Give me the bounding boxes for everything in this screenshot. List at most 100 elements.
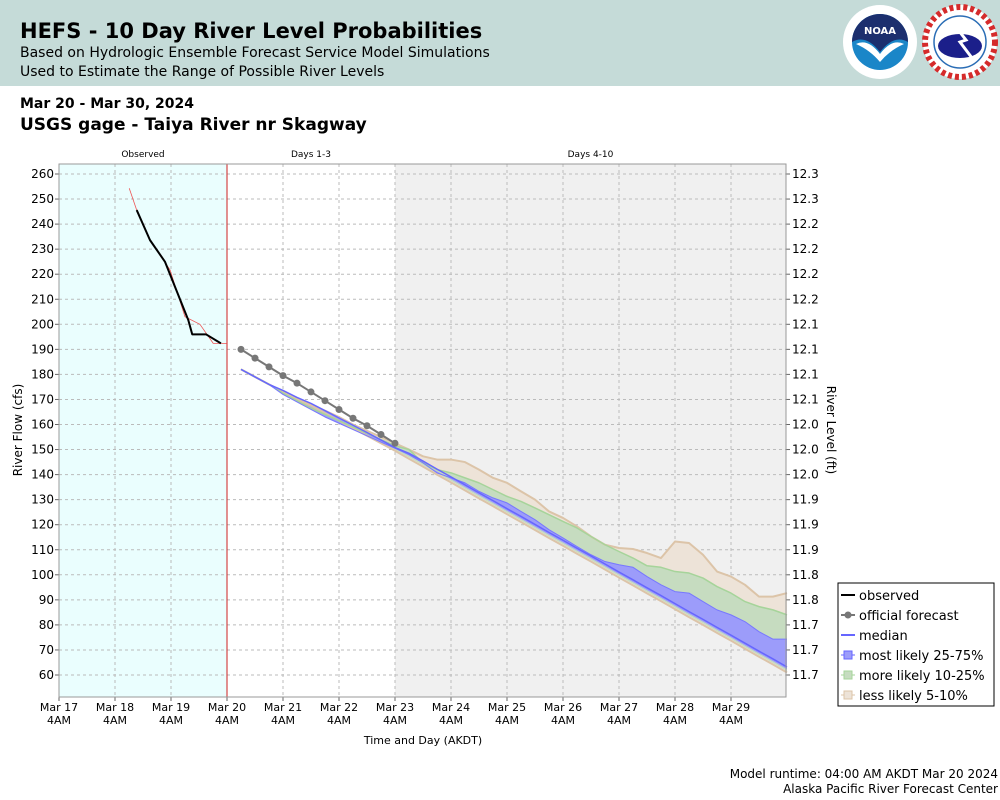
official-forecast-point <box>251 354 259 362</box>
y-axis-right-label: River Level (ft) <box>824 386 838 474</box>
legend: observed official forecast median most like… <box>837 582 995 707</box>
x-tick-day: Mar 18 <box>96 701 134 714</box>
y-tick-label-right: 11.8 <box>792 593 819 607</box>
y-tick-label-right: 12.3 <box>792 192 819 206</box>
y-tick-label: 180 <box>31 367 54 381</box>
y-tick-label-right: 12.1 <box>792 317 819 331</box>
legend-swatch-official-dot <box>844 611 852 619</box>
y-tick-label-right: 12.1 <box>792 367 819 381</box>
y-tick-label-right: 12.1 <box>792 392 819 406</box>
y-tick-label-right: 11.7 <box>792 643 819 657</box>
y-tick-label: 70 <box>39 643 54 657</box>
x-tick-day: Mar 20 <box>208 701 246 714</box>
y-tick-label: 80 <box>39 618 54 632</box>
y-tick-label-right: 11.9 <box>792 543 819 557</box>
y-tick-label: 110 <box>31 543 54 557</box>
subtitle-line-2: Used to Estimate the Range of Possible R… <box>20 64 385 80</box>
official-forecast-point <box>307 388 315 396</box>
line-p90 <box>240 368 788 616</box>
y-tick-label-right: 12.2 <box>792 267 819 281</box>
x-tick-time: 4AM <box>103 714 127 727</box>
y-tick-label-right: 12.0 <box>792 443 819 457</box>
y-tick-label-right: 12.3 <box>792 167 819 181</box>
y-tick-label: 230 <box>31 242 54 256</box>
y-tick-label-right: 11.7 <box>792 618 819 632</box>
legend-swatch-box <box>843 670 853 680</box>
legend-label: more likely 10-25% <box>859 669 985 684</box>
svg-text:NOAA: NOAA <box>864 26 896 37</box>
y-tick-label-right: 11.9 <box>792 493 819 507</box>
y-tick-label-right: 12.2 <box>792 242 819 256</box>
noaa-logo: NOAA <box>843 5 917 79</box>
x-tick-time: 4AM <box>47 714 71 727</box>
y-tick-label-right: 12.2 <box>792 217 819 231</box>
official-forecast-point <box>377 431 385 439</box>
x-axis-label: Time and Day (AKDT) <box>363 734 482 747</box>
y-tick-label: 190 <box>31 342 54 356</box>
y-tick-label-right: 12.1 <box>792 342 819 356</box>
legend-label: most likely 25-75% <box>859 649 983 664</box>
x-tick-day: Mar 23 <box>376 701 414 714</box>
official-forecast-point <box>349 414 357 422</box>
legend-label: less likely 5-10% <box>859 689 968 704</box>
y-tick-label: 150 <box>31 443 54 457</box>
x-tick-day: Mar 28 <box>656 701 694 714</box>
section-label: Days 1-3 <box>291 150 331 160</box>
x-tick-time: 4AM <box>439 714 463 727</box>
y-tick-label: 120 <box>31 518 54 532</box>
official-forecast-point <box>237 345 245 353</box>
y-tick-label-right: 12.0 <box>792 418 819 432</box>
x-tick-day: Mar 24 <box>432 701 470 714</box>
official-forecast-point <box>293 379 301 387</box>
x-tick-time: 4AM <box>719 714 743 727</box>
subtitle-line-1: Based on Hydrologic Ensemble Forecast Se… <box>20 45 490 61</box>
y-tick-label: 240 <box>31 217 54 231</box>
y-tick-label: 260 <box>31 167 54 181</box>
page-header: HEFS - 10 Day River Level Probabilities … <box>0 0 1000 86</box>
plot-border <box>58 163 787 698</box>
x-tick-time: 4AM <box>495 714 519 727</box>
y-tick-label: 60 <box>39 668 54 682</box>
section-label: Observed <box>121 150 164 160</box>
x-tick-time: 4AM <box>663 714 687 727</box>
model-runtime: Model runtime: 04:00 AM AKDT Mar 20 2024 <box>729 767 998 781</box>
station-name: USGS gage - Taiya River nr Skagway <box>20 115 367 135</box>
y-tick-label-right: 12.0 <box>792 468 819 482</box>
y-tick-label-right: 11.9 <box>792 518 819 532</box>
y-tick-label-right: 11.8 <box>792 568 819 582</box>
median-line <box>240 368 788 668</box>
legend-box <box>837 582 995 707</box>
nws-logo <box>922 4 998 80</box>
y-tick-label: 100 <box>31 568 54 582</box>
x-tick-time: 4AM <box>271 714 295 727</box>
legend-swatch-box <box>843 690 853 700</box>
official-forecast-point <box>265 363 273 371</box>
y-tick-label-right: 11.7 <box>792 668 819 682</box>
x-tick-time: 4AM <box>607 714 631 727</box>
x-tick-day: Mar 17 <box>40 701 78 714</box>
section-label: Days 4-10 <box>568 150 614 160</box>
y-tick-label: 170 <box>31 392 54 406</box>
x-tick-day: Mar 29 <box>712 701 750 714</box>
y-tick-label: 200 <box>31 317 54 331</box>
official-forecast-point <box>279 372 287 380</box>
x-tick-day: Mar 19 <box>152 701 190 714</box>
legend-label: official forecast <box>859 609 959 624</box>
legend-label: median <box>859 629 908 644</box>
observed-line <box>135 209 222 345</box>
y-tick-label: 220 <box>31 267 54 281</box>
x-tick-time: 4AM <box>159 714 183 727</box>
y-tick-label: 130 <box>31 493 54 507</box>
x-tick-day: Mar 26 <box>544 701 582 714</box>
y-tick-label-right: 12.2 <box>792 292 819 306</box>
x-tick-time: 4AM <box>551 714 575 727</box>
official-forecast-point <box>363 422 371 430</box>
official-forecast-point <box>335 405 343 413</box>
y-tick-label: 140 <box>31 468 54 482</box>
x-tick-day: Mar 25 <box>488 701 526 714</box>
page-title: HEFS - 10 Day River Level Probabilities <box>20 19 483 43</box>
x-tick-day: Mar 22 <box>320 701 358 714</box>
x-tick-time: 4AM <box>327 714 351 727</box>
forecast-center: Alaska Pacific River Forecast Center <box>783 782 998 796</box>
